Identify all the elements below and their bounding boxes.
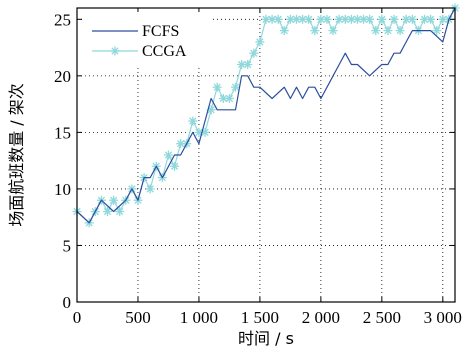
data-point xyxy=(163,150,173,160)
data-point xyxy=(231,82,241,92)
x-tick-label: 1 000 xyxy=(180,308,218,327)
data-point xyxy=(224,93,234,103)
data-point xyxy=(102,207,112,217)
y-tick-label: 10 xyxy=(54,180,71,199)
data-point xyxy=(255,37,265,47)
series-fcfs xyxy=(76,7,456,224)
data-point xyxy=(109,195,119,205)
y-tick-label: 25 xyxy=(54,10,71,29)
data-point xyxy=(383,26,393,36)
data-point xyxy=(371,26,381,36)
legend-item-ccga: CCGA xyxy=(92,43,187,60)
y-tick-label: 5 xyxy=(63,236,72,255)
data-point xyxy=(304,14,314,24)
data-point xyxy=(249,48,259,58)
y-axis-label: 场面航班数量 / 架次 xyxy=(7,83,26,227)
data-point xyxy=(218,93,228,103)
data-point xyxy=(407,14,417,24)
series-line xyxy=(76,7,456,224)
data-point xyxy=(279,26,289,36)
data-point xyxy=(115,207,125,217)
data-point xyxy=(426,14,436,24)
legend: FCFS CCGA xyxy=(82,12,210,68)
data-point xyxy=(170,161,180,171)
data-point xyxy=(401,14,411,24)
legend-box xyxy=(82,12,210,68)
x-tick-label: 500 xyxy=(125,308,151,327)
legend-marker xyxy=(110,46,120,56)
legend-label: FCFS xyxy=(142,23,179,40)
plot-frame xyxy=(76,7,456,303)
data-point xyxy=(188,116,198,126)
data-point xyxy=(316,14,326,24)
data-point xyxy=(145,184,155,194)
data-point xyxy=(377,14,387,24)
data-point xyxy=(291,14,301,24)
data-point xyxy=(237,60,247,70)
y-tick-label: 20 xyxy=(54,67,71,86)
data-point xyxy=(328,26,338,36)
x-tick-label: 0 xyxy=(73,308,82,327)
legend-label: CCGA xyxy=(142,43,187,60)
legend-item-fcfs: FCFS xyxy=(92,23,179,40)
x-tick-label: 2 000 xyxy=(302,308,340,327)
x-tick-label: 1 500 xyxy=(241,308,279,327)
x-axis-label: 时间 / s xyxy=(238,329,294,348)
y-tick-label: 15 xyxy=(54,123,71,142)
data-point xyxy=(212,82,222,92)
data-point xyxy=(273,14,283,24)
x-tick-label: 3 000 xyxy=(424,308,462,327)
y-tick-label: 0 xyxy=(63,293,72,312)
data-point xyxy=(432,26,442,36)
axis-ticks: 0 500 1 000 1 500 2 000 2 500 3 000 0 5 10 15 20 25 xyxy=(54,8,462,327)
data-point xyxy=(365,14,375,24)
data-point xyxy=(310,26,320,36)
data-point xyxy=(395,26,405,36)
x-tick-label: 2 500 xyxy=(363,308,401,327)
data-point xyxy=(243,60,253,70)
data-point xyxy=(322,14,332,24)
data-point xyxy=(389,14,399,24)
